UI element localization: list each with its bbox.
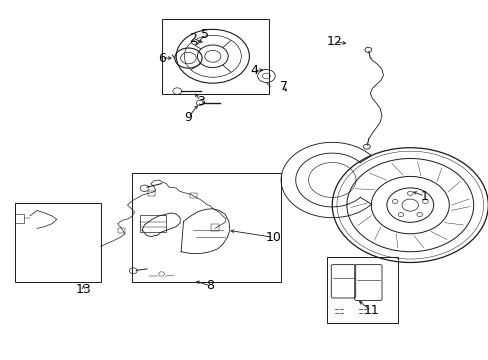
Text: 8: 8 — [206, 279, 214, 292]
Bar — [132, 173, 281, 282]
Bar — [118, 228, 125, 233]
Bar — [327, 257, 397, 323]
Bar — [189, 193, 196, 198]
Bar — [15, 203, 101, 282]
Text: 11: 11 — [363, 305, 378, 318]
Text: 9: 9 — [184, 111, 192, 124]
Text: 4: 4 — [250, 64, 258, 77]
Text: 1: 1 — [420, 190, 428, 203]
Text: 7: 7 — [279, 80, 287, 93]
Text: 13: 13 — [76, 283, 91, 296]
Bar — [15, 214, 24, 223]
Text: 5: 5 — [201, 28, 209, 41]
Bar — [140, 215, 166, 232]
Text: 6: 6 — [157, 51, 165, 64]
Text: 10: 10 — [265, 231, 281, 244]
Text: 3: 3 — [196, 95, 204, 108]
Text: 2: 2 — [189, 32, 197, 45]
Bar — [148, 191, 155, 196]
Text: 12: 12 — [326, 35, 342, 49]
Bar — [161, 19, 268, 94]
Bar — [211, 224, 218, 231]
